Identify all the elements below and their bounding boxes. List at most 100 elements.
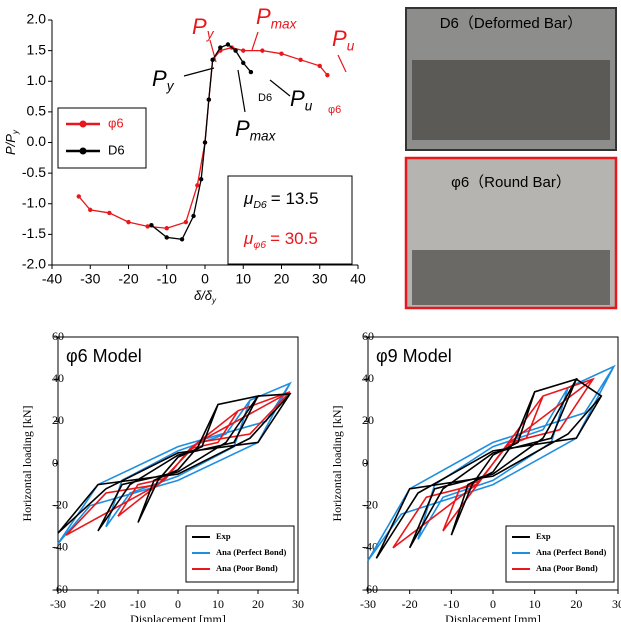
x-tick-label: -20 [118, 271, 138, 287]
x-axis-label-sub: y [211, 296, 217, 305]
annotation-main: P [332, 26, 347, 51]
x-tick-label: -40 [42, 271, 62, 287]
data-point [203, 140, 207, 144]
y-tick-label: -60 [52, 582, 68, 596]
legend-label: Ana (Poor Bond) [536, 563, 598, 573]
data-point [233, 48, 237, 52]
annotation-main: P [152, 66, 167, 91]
ductility-rest: = 13.5 [271, 189, 319, 208]
x-tick-label: -30 [360, 597, 376, 611]
data-point [184, 220, 188, 224]
x-tick-label: 30 [292, 597, 304, 611]
x-tick-label: 20 [274, 271, 290, 287]
data-point [241, 61, 245, 65]
y-tick-label: 1.5 [27, 41, 47, 57]
annotation-sub: u [305, 98, 313, 113]
data-point [218, 45, 222, 49]
data-point [149, 223, 153, 227]
annotation-main: P [235, 116, 250, 141]
photo-label: D6（Deformed Bar） [440, 15, 583, 32]
x-tick-label: -20 [90, 597, 106, 611]
x-axis-label: δ/δy [194, 288, 217, 305]
x-tick-label: 30 [312, 271, 328, 287]
y-tick-label: 0 [362, 455, 368, 469]
x-tick-label: 20 [252, 597, 264, 611]
legend-label: φ6 [108, 115, 124, 130]
annotation-main: P [290, 86, 305, 111]
annotation-main: P [256, 4, 271, 29]
data-point [165, 235, 169, 239]
data-point [210, 58, 214, 62]
y-tick-label: -1.0 [22, 194, 46, 210]
series-line [58, 394, 290, 533]
annotation: Py [152, 66, 175, 93]
y-axis-label: P/Py [3, 129, 20, 155]
data-point [207, 97, 211, 101]
data-point [249, 70, 253, 74]
data-point [165, 226, 169, 230]
annotation-sub: u [347, 38, 355, 53]
data-point [260, 48, 264, 52]
data-point [145, 224, 149, 228]
legend-label: Ana (Perfect Bond) [536, 547, 607, 557]
photo-damage [412, 250, 610, 305]
x-tick-label: 20 [570, 597, 582, 611]
y-tick-label: 40 [52, 371, 64, 385]
ductility-rest: = 30.5 [270, 229, 318, 248]
x-tick-label: -10 [443, 597, 459, 611]
y-tick-label: -60 [362, 582, 378, 596]
y-tick-label: 1.0 [27, 72, 47, 88]
annotation-sub: max [271, 16, 298, 31]
data-point [107, 211, 111, 215]
annotation: Pmax [235, 116, 277, 143]
photo-label: φ6（Round Bar） [451, 174, 571, 191]
x-tick-label: 0 [201, 271, 209, 287]
y-tick-label: -20 [362, 497, 378, 511]
data-point [298, 58, 302, 62]
annotation: D6 [258, 92, 272, 104]
x-tick-label: 0 [490, 597, 496, 611]
data-point [325, 73, 329, 77]
chart-title: φ9 Model [376, 346, 452, 366]
ductility-sub: D6 [253, 199, 267, 211]
y-tick-label: 0.0 [27, 133, 47, 149]
legend-label: Ana (Poor Bond) [216, 563, 278, 573]
y-tick-label: 20 [362, 413, 374, 427]
data-point [191, 214, 195, 218]
x-tick-label: -20 [402, 597, 418, 611]
y-axis-label-main: P/P [3, 134, 18, 155]
figure: D6（Deformed Bar） φ6（Round Bar） -40 -30 -20… [0, 0, 621, 622]
data-point [241, 48, 245, 52]
annotation: Pmax [256, 4, 298, 31]
annotation-sub: y [206, 26, 215, 41]
legend-label: D6 [108, 142, 125, 157]
legend-marker [80, 148, 87, 155]
data-point [199, 177, 203, 181]
annotation-sub: y [166, 78, 175, 93]
x-tick-label: 30 [612, 597, 621, 611]
x-tick-label: -10 [157, 271, 177, 287]
legend-label: Ana (Perfect Bond) [216, 547, 287, 557]
series-line [66, 392, 290, 535]
y-axis-label: Horizontal loading [kN] [20, 406, 34, 522]
y-tick-label: 0 [52, 455, 58, 469]
x-tick-label: -10 [130, 597, 146, 611]
x-tick-label: 40 [350, 271, 366, 287]
x-tick-label: -30 [50, 597, 66, 611]
x-axis-label: Displacement [mm] [445, 612, 541, 622]
data-point [180, 237, 184, 241]
legend-label: Exp [536, 531, 551, 541]
x-tick-label: 10 [235, 271, 251, 287]
annotation: Pu [332, 26, 355, 53]
annotation-main: P [192, 14, 207, 39]
ductility-sub: φ6 [253, 239, 266, 251]
x-tick-label: -30 [80, 271, 100, 287]
y-axis-label: Horizontal loading [kN] [330, 406, 344, 522]
x-tick-label: 10 [212, 597, 224, 611]
data-point [318, 64, 322, 68]
data-point [126, 220, 130, 224]
y-tick-label: -2.0 [22, 256, 46, 272]
chart-title: φ6 Model [66, 346, 142, 366]
annotation-sub: max [250, 128, 277, 143]
legend-marker [80, 121, 87, 128]
